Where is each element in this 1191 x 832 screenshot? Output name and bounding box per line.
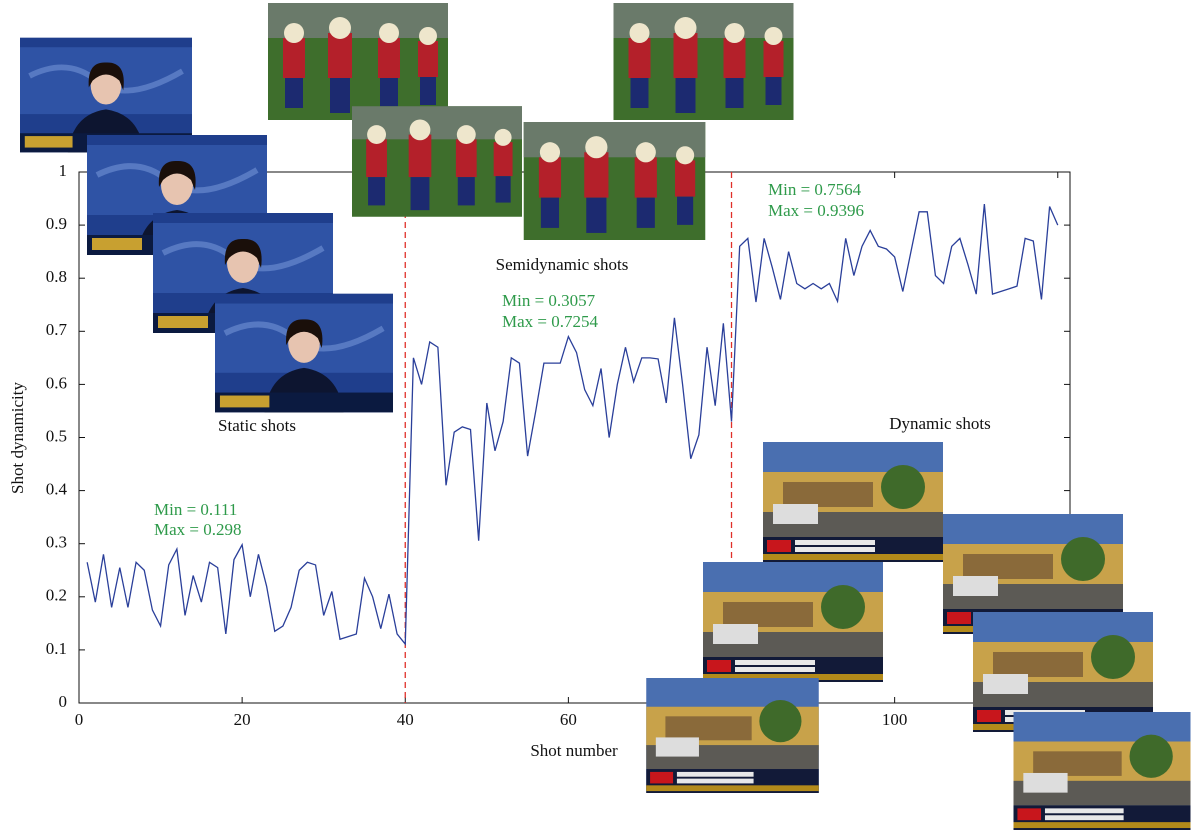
x-tick-label: 20 [234, 710, 251, 729]
annotation: Max = 0.298 [154, 520, 242, 539]
thumbnail [1014, 712, 1191, 830]
thumbnail [614, 3, 794, 120]
thumbnail [763, 442, 943, 562]
y-tick-label: 0.7 [46, 320, 68, 339]
annotation: Max = 0.7254 [502, 312, 598, 331]
annotation: Semidynamic shots [496, 255, 629, 274]
thumbnail [703, 562, 883, 682]
annotation: Min = 0.7564 [768, 180, 862, 199]
x-tick-label: 40 [397, 710, 414, 729]
y-tick-label: 1 [59, 161, 68, 180]
y-tick-label: 0.9 [46, 214, 67, 233]
chart: 00.10.20.30.40.50.60.70.80.9102040608010… [0, 0, 1191, 832]
y-tick-label: 0 [59, 692, 68, 711]
annotation: Dynamic shots [889, 414, 991, 433]
y-tick-label: 0.2 [46, 586, 67, 605]
annotation: Max = 0.9396 [768, 201, 864, 220]
y-tick-label: 0.1 [46, 639, 67, 658]
x-tick-label: 100 [882, 710, 908, 729]
y-tick-label: 0.5 [46, 426, 67, 445]
thumbnail [215, 294, 393, 413]
y-tick-label: 0.8 [46, 267, 67, 286]
annotation: Static shots [218, 416, 296, 435]
thumbnail [646, 678, 819, 793]
y-axis-label: Shot dynamicity [8, 382, 27, 494]
y-tick-label: 0.3 [46, 533, 67, 552]
thumbnail [524, 122, 706, 240]
y-tick-label: 0.6 [46, 373, 67, 392]
thumbnail [268, 3, 448, 120]
x-tick-label: 0 [75, 710, 84, 729]
annotation: Min = 0.3057 [502, 291, 596, 310]
x-axis-label: Shot number [530, 741, 618, 760]
thumbnail [352, 106, 522, 217]
x-tick-label: 60 [560, 710, 577, 729]
annotation: Min = 0.111 [154, 500, 237, 519]
thumbnails [20, 3, 1191, 830]
y-tick-label: 0.4 [46, 480, 68, 499]
